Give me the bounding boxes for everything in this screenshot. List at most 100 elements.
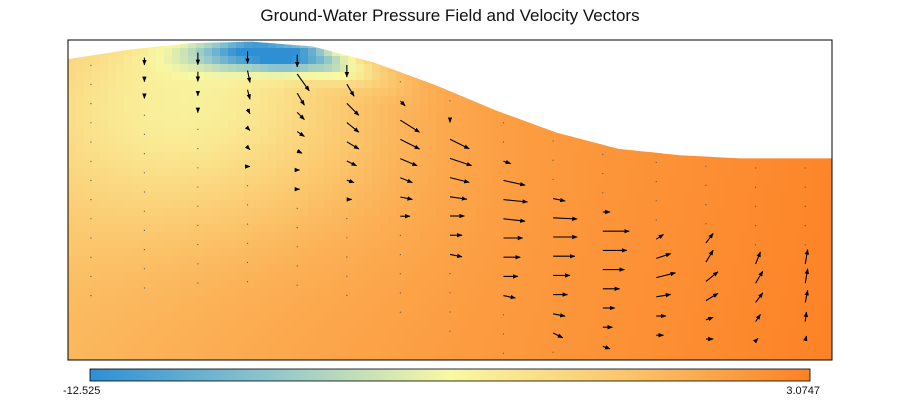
field-cell [540, 328, 549, 337]
field-cell [700, 336, 709, 345]
field-cell [252, 336, 261, 345]
field-cell [492, 120, 501, 129]
field-cell [116, 160, 125, 169]
field-cell [700, 288, 709, 297]
field-cell [404, 224, 413, 233]
field-cell [476, 208, 485, 217]
field-cell [716, 352, 725, 361]
field-cell [692, 352, 701, 361]
field-cell [324, 280, 333, 289]
field-cell [820, 136, 829, 145]
field-cell [596, 296, 605, 305]
field-cell [340, 328, 349, 337]
field-cell [356, 56, 365, 65]
field-cell [620, 288, 629, 297]
field-cell [684, 328, 693, 337]
field-cell [100, 208, 109, 217]
field-cell [620, 216, 629, 225]
field-cell [84, 344, 93, 353]
field-cell [412, 192, 421, 201]
field-cell [612, 72, 621, 81]
field-cell [172, 56, 181, 65]
field-cell [428, 136, 437, 145]
field-cell [364, 240, 373, 249]
field-cell [676, 240, 685, 249]
field-cell [724, 72, 733, 81]
field-cell [692, 336, 701, 345]
field-cell [196, 56, 205, 65]
field-cell [356, 296, 365, 305]
field-cell [444, 224, 453, 233]
field-cell [340, 232, 349, 241]
field-cell [84, 40, 93, 49]
field-cell [188, 56, 197, 65]
field-cell [404, 112, 413, 121]
field-cell [788, 208, 797, 217]
field-cell [796, 352, 805, 361]
field-cell [244, 248, 253, 257]
field-cell [220, 152, 229, 161]
field-cell [652, 240, 661, 249]
field-cell [684, 96, 693, 105]
field-cell [764, 232, 773, 241]
field-cell [428, 152, 437, 161]
field-cell [492, 320, 501, 329]
field-cell [628, 264, 637, 273]
field-cell [660, 216, 669, 225]
field-cell [700, 48, 709, 57]
field-cell [324, 40, 333, 49]
field-cell [740, 248, 749, 257]
field-cell [564, 312, 573, 321]
field-cell [340, 280, 349, 289]
field-cell [188, 184, 197, 193]
field-cell [580, 240, 589, 249]
field-cell [676, 168, 685, 177]
field-cell [580, 152, 589, 161]
field-cell [420, 280, 429, 289]
field-cell [812, 128, 821, 137]
field-cell [556, 288, 565, 297]
field-cell [516, 248, 525, 257]
field-cell [460, 208, 469, 217]
field-cell [564, 120, 573, 129]
field-cell [276, 176, 285, 185]
field-cell [764, 88, 773, 97]
field-cell [132, 232, 141, 241]
field-cell [708, 72, 717, 81]
field-cell [276, 256, 285, 265]
field-cell [396, 248, 405, 257]
field-cell [132, 128, 141, 137]
field-cell [164, 64, 173, 73]
field-cell [684, 352, 693, 361]
field-cell [700, 112, 709, 121]
field-cell [124, 200, 133, 209]
field-cell [508, 320, 517, 329]
field-cell [356, 304, 365, 313]
field-cell [132, 112, 141, 121]
field-cell [700, 56, 709, 65]
field-cell [724, 88, 733, 97]
field-cell [788, 320, 797, 329]
field-cell [484, 104, 493, 113]
field-cell [300, 216, 309, 225]
field-cell [420, 232, 429, 241]
field-cell [204, 104, 213, 113]
field-cell [220, 192, 229, 201]
field-cell [124, 344, 133, 353]
field-cell [140, 40, 149, 49]
field-cell [604, 72, 613, 81]
field-cell [380, 152, 389, 161]
field-cell [444, 272, 453, 281]
field-cell [484, 144, 493, 153]
field-cell [692, 56, 701, 65]
field-cell [268, 48, 277, 57]
field-cell [540, 88, 549, 97]
field-cell [268, 80, 277, 89]
field-cell [756, 304, 765, 313]
field-cell [372, 336, 381, 345]
field-cell [684, 280, 693, 289]
field-cell [332, 64, 341, 73]
field-cell [788, 216, 797, 225]
field-cell [724, 232, 733, 241]
field-cell [788, 56, 797, 65]
